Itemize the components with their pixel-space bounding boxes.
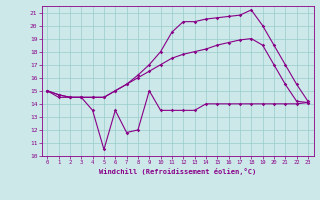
X-axis label: Windchill (Refroidissement éolien,°C): Windchill (Refroidissement éolien,°C): [99, 168, 256, 175]
